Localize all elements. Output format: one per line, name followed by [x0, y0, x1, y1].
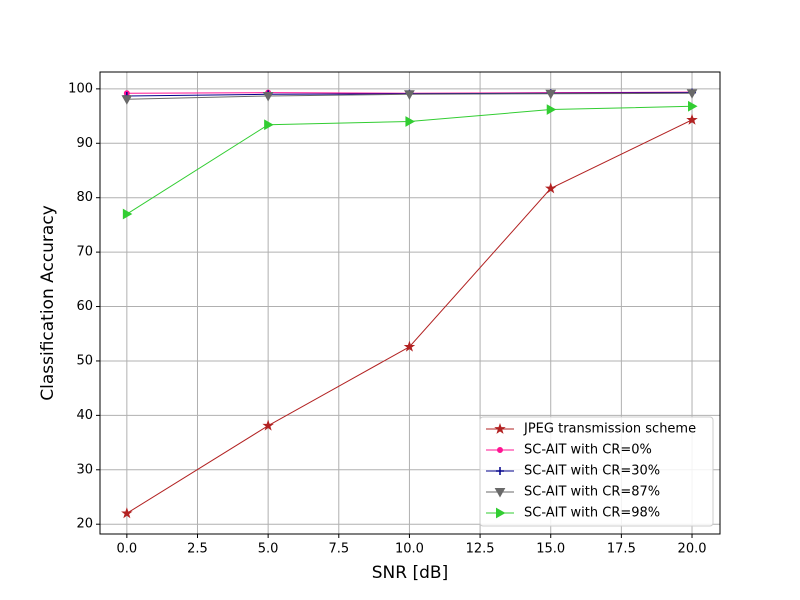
legend-marker [494, 422, 506, 434]
legend-label: SC-AIT with CR=30% [524, 464, 660, 479]
x-tick-label: 2.5 [187, 542, 208, 557]
x-tick-label: 12.5 [466, 542, 495, 557]
legend: JPEG transmission scheme SC-AIT with CR=0… [479, 416, 714, 527]
x-tick-label: 17.5 [607, 542, 636, 557]
marker [688, 100, 698, 112]
y-tick-label: 60 [76, 299, 93, 314]
marker [262, 91, 274, 102]
marker [404, 90, 415, 100]
marker [686, 113, 698, 125]
y-tick-label: 90 [76, 136, 93, 151]
y-tick-label: 100 [68, 81, 93, 96]
y-tick-label: 70 [76, 245, 93, 260]
legend-label: SC-AIT with CR=98% [524, 506, 660, 521]
marker [545, 182, 557, 194]
x-tick-label: 20.0 [678, 542, 707, 557]
marker [121, 507, 133, 519]
y-tick-label: 30 [76, 462, 93, 477]
legend-marker [496, 467, 504, 475]
marker [262, 419, 274, 431]
legend-label: SC-AIT with CR=87% [524, 485, 660, 500]
marker [403, 340, 416, 352]
legend-box [479, 416, 714, 527]
marker [405, 116, 415, 127]
legend-label: JPEG transmission scheme [523, 422, 696, 437]
y-axis-label: Classification Accuracy [38, 205, 58, 401]
y-tick-label: 80 [76, 190, 93, 205]
legend-label: SC-AIT with CR=0% [524, 443, 652, 458]
marker [545, 89, 557, 100]
plot-frame [99, 71, 721, 535]
marker [686, 89, 698, 99]
legend-marker [497, 447, 503, 453]
x-tick-label: 7.5 [328, 542, 349, 557]
legend-marker [494, 488, 506, 498]
marker [264, 119, 274, 131]
marker [122, 208, 133, 220]
x-tick-label: 0.0 [117, 542, 138, 557]
x-tick-label: 5.0 [258, 542, 279, 557]
legend-marker [496, 507, 506, 519]
x-tick-label: 10.0 [395, 542, 424, 557]
y-tick-label: 20 [76, 517, 93, 532]
y-tick-label: 50 [76, 353, 93, 368]
y-tick-label: 40 [76, 408, 93, 423]
marker [121, 95, 133, 105]
marker [546, 104, 557, 115]
x-tick-label: 15.0 [536, 542, 565, 557]
x-axis-label: SNR [dB] [372, 563, 448, 583]
